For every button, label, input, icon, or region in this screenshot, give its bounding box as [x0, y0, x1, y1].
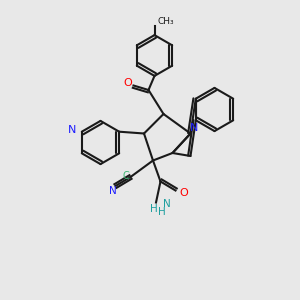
Text: N: N	[190, 123, 198, 133]
Text: N: N	[164, 199, 171, 209]
Text: N: N	[68, 125, 76, 135]
Text: H: H	[150, 203, 158, 214]
Text: O: O	[124, 78, 133, 88]
Text: O: O	[179, 188, 188, 198]
Text: C: C	[122, 171, 129, 181]
Text: H: H	[158, 207, 166, 217]
Text: CH₃: CH₃	[158, 17, 174, 26]
Text: N: N	[109, 185, 116, 196]
